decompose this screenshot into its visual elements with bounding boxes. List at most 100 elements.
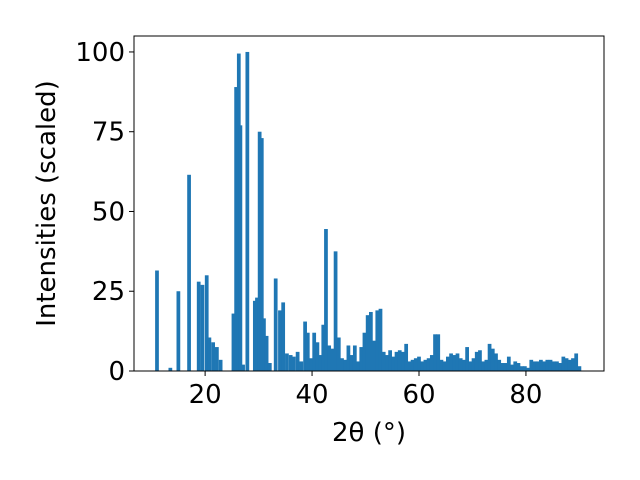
bar [410, 359, 415, 371]
bar [388, 350, 392, 371]
bar [436, 334, 441, 371]
bar [349, 355, 354, 371]
bar [362, 332, 367, 371]
y-tick-label: 50 [92, 197, 125, 227]
bar [245, 51, 250, 371]
bar [315, 342, 320, 371]
bar [545, 359, 550, 371]
bar [519, 366, 524, 371]
bar [333, 251, 338, 371]
y-tick-label: 25 [92, 277, 125, 307]
bar [471, 358, 476, 371]
bar [404, 343, 409, 371]
bar [433, 334, 437, 371]
bar [204, 275, 209, 371]
bar [234, 87, 238, 372]
bar [318, 355, 323, 371]
bar [321, 324, 326, 371]
bar [372, 340, 376, 371]
bar [446, 356, 450, 371]
bar [571, 358, 575, 371]
bar [259, 138, 264, 371]
bar [257, 131, 262, 371]
bar [452, 355, 457, 371]
bar [330, 348, 335, 371]
y-tick-label: 0 [108, 357, 125, 387]
bar [397, 350, 402, 371]
bar-series [155, 51, 582, 372]
bar [513, 361, 518, 371]
bar [503, 363, 508, 371]
bar [375, 310, 380, 371]
bar [255, 297, 259, 371]
bar [510, 364, 514, 371]
bar [336, 337, 341, 371]
bar [176, 291, 181, 371]
bar [558, 363, 563, 371]
bar [312, 332, 317, 371]
bar [442, 361, 447, 371]
bar [324, 229, 328, 371]
bar [241, 364, 245, 371]
bar [481, 361, 486, 371]
bar [187, 174, 191, 371]
bar [267, 363, 272, 371]
y-axis-ticks: 0 25 50 75 100 [75, 38, 134, 387]
bar [494, 353, 498, 371]
bar [394, 351, 399, 371]
bar [200, 284, 205, 371]
bar [340, 358, 344, 371]
x-axis-ticks: 20 40 60 80 [189, 371, 542, 410]
bar [429, 355, 434, 371]
bar [196, 281, 201, 371]
bar [155, 270, 159, 371]
bar [455, 353, 460, 371]
bar [551, 361, 556, 371]
bar [305, 332, 310, 371]
x-tick-label: 80 [509, 380, 542, 410]
bar [465, 347, 469, 371]
bar [343, 359, 348, 371]
bar [487, 343, 492, 371]
bar [309, 358, 313, 371]
bar [218, 359, 223, 371]
bar [468, 361, 473, 371]
y-axis-label: Intensities (scaled) [32, 80, 62, 327]
bar [484, 359, 489, 371]
bar [539, 359, 543, 371]
bar [215, 347, 219, 371]
x-tick-label: 20 [189, 380, 222, 410]
bar [168, 367, 173, 371]
bar [264, 335, 269, 371]
bar [506, 356, 511, 371]
bar [207, 337, 212, 371]
bar [381, 351, 386, 371]
bar [532, 361, 537, 371]
bar [567, 359, 572, 371]
bar [365, 315, 370, 371]
bar [327, 345, 332, 371]
bar [299, 361, 304, 371]
bar [548, 359, 553, 371]
x-axis-label: 2θ (°) [332, 418, 406, 448]
bar [413, 358, 418, 371]
bar [439, 359, 444, 371]
bar [449, 353, 453, 371]
plot-frame [133, 35, 605, 372]
x-tick-label: 60 [402, 380, 435, 410]
bar [574, 353, 579, 371]
bar [535, 361, 540, 371]
bar [303, 321, 307, 371]
y-tick-label: 75 [92, 118, 125, 148]
bar [500, 363, 505, 371]
bar [359, 347, 364, 371]
bar [369, 311, 373, 371]
bar [555, 361, 559, 371]
bar [426, 358, 431, 371]
bar [497, 359, 502, 371]
bar [211, 342, 215, 371]
bar [252, 300, 257, 371]
y-tick-label: 100 [75, 38, 125, 68]
bar [238, 125, 243, 371]
bar [285, 353, 289, 371]
